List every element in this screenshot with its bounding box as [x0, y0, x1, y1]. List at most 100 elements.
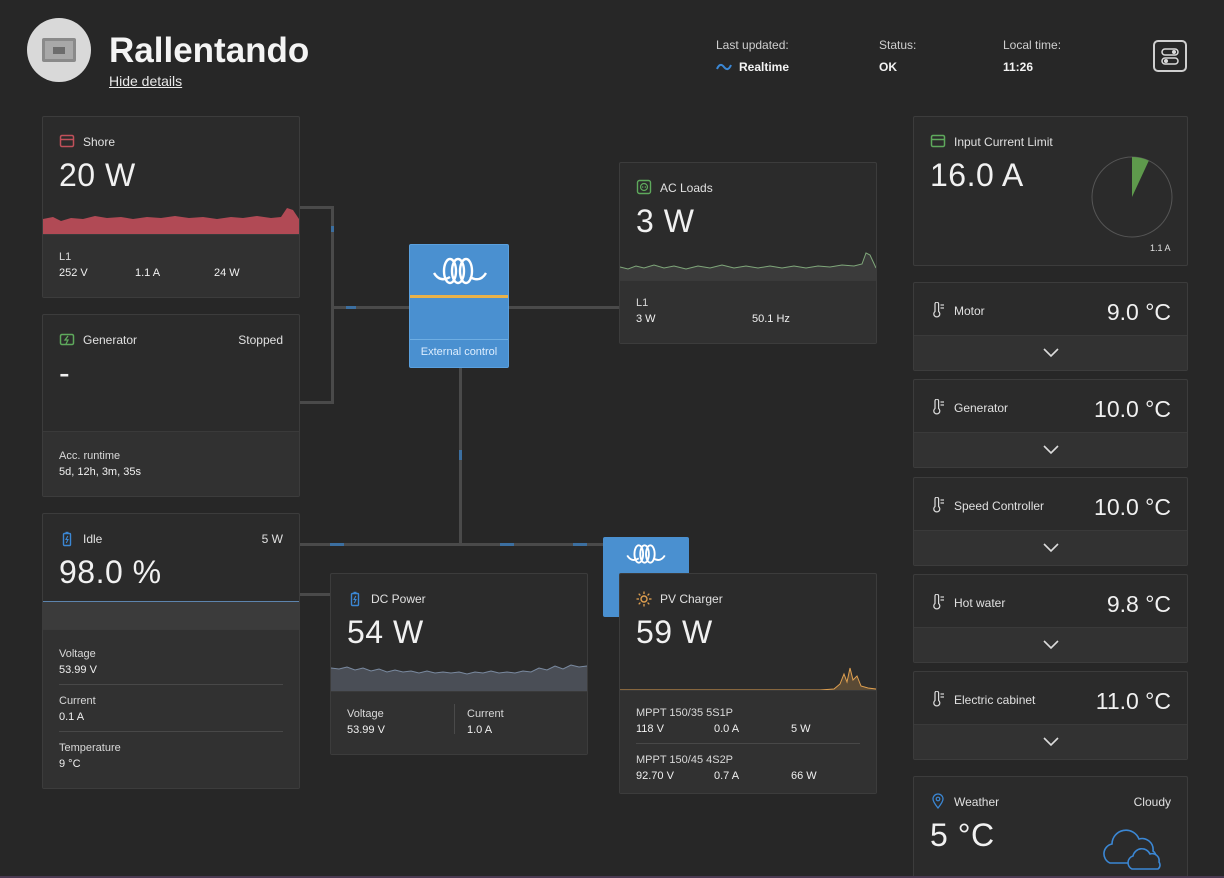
- battery-current-label: Current: [59, 695, 96, 707]
- ac-loads-value: 3 W: [636, 203, 695, 239]
- temp-card-motor[interactable]: Motor 9.0 °C: [913, 282, 1188, 371]
- chevron-down-icon[interactable]: [1042, 639, 1060, 651]
- wire: [299, 401, 334, 404]
- ac-loads-sparkline: [620, 252, 876, 281]
- shore-voltage: 252 V: [59, 267, 88, 279]
- last-updated-value: Realtime: [739, 60, 790, 74]
- local-time-label: Local time:: [1003, 38, 1062, 52]
- pv-charger-value: 59 W: [636, 614, 713, 650]
- temp-value: 11.0 °C: [1095, 688, 1171, 714]
- generator-card[interactable]: Generator Stopped - Acc. runtime 5d, 12h…: [42, 314, 300, 497]
- mppt-1-voltage: 118 V: [636, 723, 664, 735]
- temp-card-generator[interactable]: Generator 10.0 °C: [913, 379, 1188, 468]
- shore-title: Shore: [83, 135, 116, 149]
- chevron-down-icon[interactable]: [1042, 542, 1060, 554]
- inverter-card[interactable]: External control: [409, 244, 509, 368]
- ac-loads-phase: L1: [636, 297, 649, 309]
- weather-card[interactable]: Weather Cloudy 5 °C: [913, 776, 1188, 878]
- victron-logo-icon: [432, 257, 488, 285]
- wire: [331, 306, 410, 309]
- battery-card[interactable]: Idle 5 W 98.0 % Voltage 53.99 V Current …: [42, 513, 300, 789]
- thermometer-icon: [933, 497, 944, 513]
- bottom-accent-bar: [0, 876, 1224, 878]
- wire: [299, 206, 334, 209]
- flow-dot: [346, 306, 356, 309]
- temp-card-speed-controller[interactable]: Speed Controller 10.0 °C: [913, 477, 1188, 566]
- ac-loads-power: 3 W: [636, 313, 656, 325]
- dc-battery-icon: [350, 591, 360, 607]
- shore-plug-icon: [59, 134, 75, 148]
- last-updated-label: Last updated:: [716, 38, 789, 52]
- generator-value: -: [59, 355, 71, 391]
- flow-dot: [459, 450, 462, 460]
- temp-value: 10.0 °C: [1094, 494, 1171, 520]
- ac-loads-card[interactable]: AC Loads 3 W L1 3 W 50.1 Hz: [619, 162, 877, 344]
- shore-card[interactable]: Shore 20 W L1 252 V 1.1 A 24 W: [42, 116, 300, 298]
- battery-voltage-value: 53.99 V: [59, 664, 97, 676]
- temp-card-hot-water[interactable]: Hot water 9.8 °C: [913, 574, 1188, 663]
- mppt-2-current: 0.7 A: [714, 770, 740, 782]
- battery-icon: [62, 531, 72, 547]
- chevron-down-icon[interactable]: [1042, 736, 1060, 748]
- weather-temp: 5 °C: [930, 817, 995, 853]
- battery-temp-value: 9 °C: [59, 758, 81, 770]
- hide-details-link[interactable]: Hide details: [109, 73, 183, 89]
- battery-voltage-label: Voltage: [59, 648, 96, 660]
- status-value: OK: [879, 60, 897, 74]
- generator-state: Stopped: [238, 333, 283, 347]
- wire: [331, 206, 334, 404]
- realtime-wave-icon: [716, 63, 732, 71]
- temp-card-electric-cabinet[interactable]: Electric cabinet 11.0 °C: [913, 671, 1188, 760]
- temp-name: Hot water: [954, 596, 1006, 610]
- page-title: Rallentando: [109, 31, 310, 70]
- toggle-switch-icon: [1161, 48, 1179, 65]
- battery-state: Idle: [83, 532, 103, 546]
- input-limit-icon: [930, 134, 946, 148]
- flow-dot: [331, 226, 334, 232]
- battery-soc: 98.0 %: [59, 554, 162, 590]
- mppt-1-power: 5 W: [791, 723, 811, 735]
- mppt-1-current: 0.0 A: [714, 723, 740, 735]
- shore-power: 24 W: [214, 267, 240, 279]
- mppt-2-power: 66 W: [791, 770, 817, 782]
- shore-current: 1.1 A: [135, 267, 161, 279]
- wire: [299, 543, 619, 546]
- site-avatar: [27, 18, 91, 82]
- pv-charger-card[interactable]: PV Charger 59 W MPPT 150/35 5S1P 118 V 0…: [619, 573, 877, 794]
- shore-phase: L1: [59, 251, 72, 263]
- inverter-mode: External control: [420, 346, 498, 358]
- battery-temp-label: Temperature: [59, 742, 121, 754]
- dc-power-title: DC Power: [371, 592, 426, 606]
- ac-loads-frequency: 50.1 Hz: [752, 313, 790, 325]
- dc-power-value: 54 W: [347, 614, 424, 650]
- chevron-down-icon[interactable]: [1042, 444, 1060, 456]
- local-time-value: 11:26: [1003, 60, 1034, 74]
- input-current-limit-card[interactable]: Input Current Limit 16.0 A 1.1 A: [913, 116, 1188, 266]
- temp-value: 9.0 °C: [1106, 299, 1171, 325]
- input-limit-title: Input Current Limit: [954, 135, 1053, 149]
- sun-icon: [636, 591, 652, 607]
- generator-title: Generator: [83, 333, 138, 347]
- mppt-2-name: MPPT 150/45 4S2P: [636, 754, 734, 766]
- pv-charger-title: PV Charger: [660, 592, 723, 606]
- input-limit-gauge: [1091, 156, 1173, 238]
- dc-power-sparkline: [331, 664, 587, 692]
- thermometer-icon: [933, 302, 944, 318]
- thermometer-icon: [933, 691, 944, 707]
- wire: [299, 593, 331, 596]
- generator-runtime-label: Acc. runtime: [59, 450, 121, 462]
- battery-power: 5 W: [261, 532, 283, 546]
- flow-dot: [573, 543, 587, 546]
- victron-logo-icon: [626, 544, 666, 564]
- temp-value: 9.8 °C: [1106, 591, 1171, 617]
- input-limit-value: 16.0 A: [930, 157, 1024, 193]
- weather-condition: Cloudy: [1133, 795, 1171, 809]
- thermometer-icon: [933, 399, 944, 415]
- flow-dot: [330, 543, 344, 546]
- battery-sparkline: [43, 601, 299, 632]
- temp-name: Speed Controller: [954, 499, 1045, 513]
- chevron-down-icon[interactable]: [1042, 347, 1060, 359]
- layout-toggle-button[interactable]: [1153, 40, 1187, 72]
- shore-value: 20 W: [59, 157, 136, 193]
- dc-power-card[interactable]: DC Power 54 W Voltage 53.99 V Current 1.…: [330, 573, 588, 755]
